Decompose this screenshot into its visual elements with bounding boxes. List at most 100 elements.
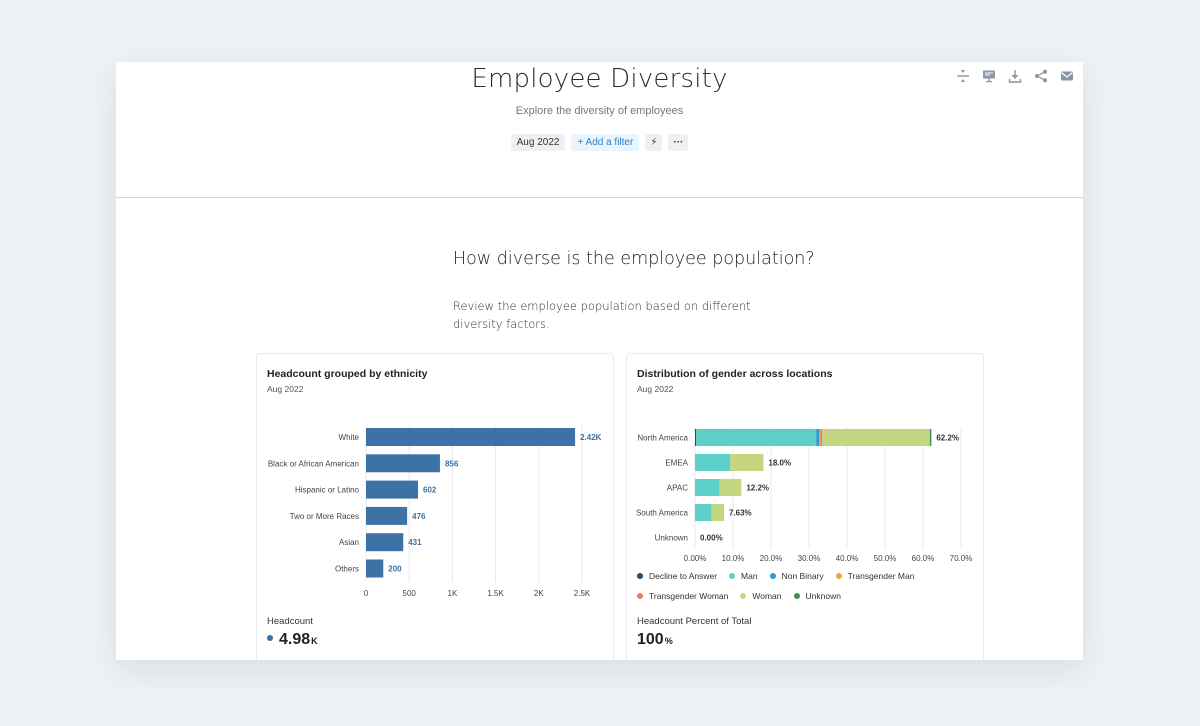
x-tick-label: 2.5K [574, 589, 591, 598]
data-label: 476 [412, 512, 426, 521]
section-title: How diverse is the employee population? [453, 249, 815, 269]
kpi-unit: % [664, 636, 673, 646]
legend-label: Unknown [805, 591, 841, 601]
legend-label: Decline to Answer [649, 571, 718, 581]
bar [366, 506, 408, 525]
bar [366, 480, 419, 499]
x-tick-label: 60.0% [912, 554, 935, 563]
data-label: 602 [423, 486, 437, 495]
legend-dot-icon [740, 593, 747, 599]
gender-panel[interactable]: Distribution of gender across locations … [626, 353, 984, 660]
x-tick-label: 20.0% [760, 554, 783, 563]
x-tick-label: 40.0% [836, 554, 859, 563]
kpi-dot-icon [267, 635, 273, 641]
data-label: 200 [388, 565, 402, 574]
bar-segment [730, 454, 764, 471]
bar [366, 533, 404, 552]
category-label: North America [637, 434, 688, 443]
data-label: 2.42K [580, 433, 602, 442]
kpi-number: 4.98 [279, 631, 311, 648]
legend-item[interactable]: Non Binary [769, 571, 824, 581]
bar-segment [822, 429, 930, 446]
legend-item[interactable]: Unknown [793, 591, 841, 601]
x-tick-label: 500 [403, 589, 417, 598]
total-label: 12.2% [746, 484, 769, 493]
bar-segment [711, 504, 724, 521]
legend-dot-icon [835, 573, 842, 579]
x-tick-label: 1K [448, 589, 458, 598]
bar [366, 559, 384, 578]
legend-label: Woman [752, 591, 782, 601]
legend-item[interactable]: Decline to Answer [637, 571, 717, 581]
x-tick-label: 2K [534, 589, 544, 598]
bar-segment [695, 454, 731, 471]
total-label: 62.2% [936, 434, 959, 443]
lightning-icon[interactable]: ⚡ [645, 134, 663, 151]
category-label: APAC [667, 484, 688, 493]
category-label: White [339, 433, 360, 442]
email-icon[interactable] [1057, 66, 1077, 86]
total-label: 0.00% [700, 534, 723, 543]
bar [366, 428, 576, 446]
download-icon[interactable] [1005, 66, 1025, 86]
section-description: Review the employee population based on … [453, 299, 751, 331]
panel-title: Headcount grouped by ethnicity [267, 368, 428, 380]
x-tick-label: 1.5K [487, 589, 504, 598]
more-options-button[interactable]: ··· [668, 134, 689, 151]
legend-item[interactable]: Man [729, 571, 758, 581]
panel-subtitle: Aug 2022 [267, 384, 304, 394]
category-label: Unknown [655, 534, 688, 543]
kpi-label: Headcount Percent of Total [637, 616, 752, 627]
date-filter-chip[interactable]: Aug 2022 [510, 134, 566, 151]
x-tick-label: 70.0% [950, 554, 973, 563]
kpi-value: 100 % [637, 631, 673, 649]
bar-segment [695, 479, 720, 496]
legend-dot-icon [637, 573, 643, 579]
add-filter-button[interactable]: + Add a filter [571, 134, 640, 151]
category-label: Black or African American [268, 459, 359, 468]
data-label: 856 [445, 459, 459, 468]
x-tick-label: 50.0% [874, 554, 897, 563]
ethnicity-panel[interactable]: Headcount grouped by ethnicity Aug 2022 … [256, 353, 614, 660]
collapse-icon[interactable] [953, 66, 973, 86]
total-label: 7.63% [729, 509, 752, 518]
kpi-number: 100 [637, 631, 664, 648]
x-tick-label: 30.0% [798, 554, 821, 563]
gender-stacked-bar-chart[interactable]: 0.00% 10.0% 20.0% 30.0% 40.0% 50.0% 60.0% 70.0%… [627, 354, 983, 569]
category-label: South America [636, 509, 689, 518]
share-icon[interactable] [1031, 66, 1051, 86]
category-label: Hispanic or Latino [295, 486, 360, 495]
category-label: EMEA [665, 459, 688, 468]
legend-label: Man [741, 571, 758, 581]
page-title: Employee Diversity [471, 64, 728, 94]
bar-segment [819, 429, 821, 446]
legend-label: Transgender Man [847, 571, 915, 581]
legend-dot-icon [637, 593, 643, 599]
legend-item[interactable]: Transgender Man [835, 571, 915, 581]
bar-segment [929, 429, 932, 446]
toolbar [953, 66, 1077, 86]
filter-bar: Aug 2022 + Add a filter ⚡ ··· [116, 134, 1083, 151]
legend-item[interactable]: Transgender Woman [637, 591, 728, 601]
category-label: Others [335, 565, 359, 574]
bar-segment [695, 429, 697, 446]
x-tick-label: 0 [364, 589, 369, 598]
legend-item[interactable]: Woman [740, 591, 782, 601]
bar-segment [719, 479, 742, 496]
legend-label: Transgender Woman [649, 591, 729, 601]
bar-segment [696, 429, 817, 446]
chart-legend: Decline to Answer Man Non Binary Transgende… [637, 571, 977, 601]
ethnicity-bar-chart[interactable]: 0 500 1K 1.5K 2K 2.5K White 2.42K Black or Afric… [257, 354, 613, 604]
panel-subtitle: Aug 2022 [637, 384, 674, 394]
bar [366, 454, 440, 473]
legend-dot-icon [729, 573, 736, 579]
x-tick-label: 0.00% [684, 554, 707, 563]
legend-dot-icon [769, 573, 776, 579]
bar-segment [820, 429, 823, 446]
page-subtitle: Explore the diversity of employees [515, 105, 684, 117]
bar-segment [816, 429, 820, 446]
total-label: 18.0% [768, 459, 791, 468]
panel-title: Distribution of gender across locations [637, 368, 833, 380]
present-icon[interactable] [979, 66, 999, 86]
legend-dot-icon [793, 593, 800, 599]
